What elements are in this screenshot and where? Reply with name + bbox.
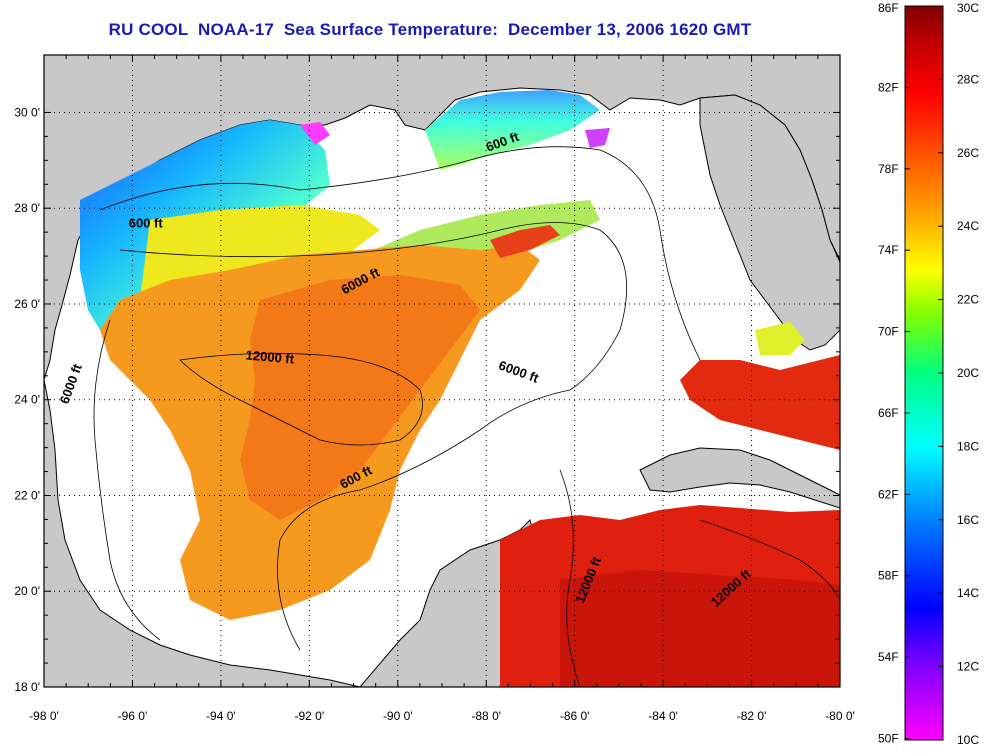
sst-data <box>80 90 840 687</box>
title-org: RU COOL <box>108 20 189 39</box>
latitude-label: 22 0' <box>14 488 40 502</box>
title-satellite: NOAA-17 <box>198 20 275 39</box>
sst-cool-shelf-east <box>425 90 600 170</box>
land-mexico <box>44 379 361 687</box>
colorbar-celsius-label: 12C <box>957 660 979 674</box>
contour-carib <box>559 469 581 687</box>
colorbar: 86F 82F 78F 74F 70F 66F 62F 58F 54F 50F 30C 28C 26C… <box>878 1 979 747</box>
colorbar-celsius-label: 28C <box>957 72 979 86</box>
contour-carib-2 <box>699 519 840 601</box>
latitude-label: 20 0' <box>14 584 40 598</box>
colorbar-fahrenheit-label: 54F <box>878 650 899 664</box>
colorbar-fahrenheit-label: 62F <box>878 487 899 501</box>
colorbar-fahrenheit-label: 50F <box>878 732 899 746</box>
colorbar-fahrenheit-label: 82F <box>878 80 899 94</box>
colorbar-celsius-label: 22C <box>957 293 979 307</box>
colorbar-celsius-label: 24C <box>957 219 979 233</box>
sst-straits <box>680 355 840 450</box>
colorbar-fahrenheit-label: 70F <box>878 325 899 339</box>
sst-caribbean-dark <box>560 570 840 687</box>
colorbar-fahrenheit-labels: 86F 82F 78F 74F 70F 66F 62F 58F 54F 50F <box>878 1 910 746</box>
land-cuba <box>639 447 840 509</box>
colorbar-celsius-label: 26C <box>957 146 979 160</box>
longitude-label: -86 0' <box>560 709 590 723</box>
colorbar-celsius-label: 10C <box>957 733 979 747</box>
colorbar-celsius-label: 18C <box>957 439 979 453</box>
latitude-label: 30 0' <box>14 105 40 119</box>
contour-600ft-north <box>99 146 701 361</box>
sst-magenta-spot <box>300 122 330 145</box>
colorbar-celsius-labels: 30C 28C 26C 24C 22C 20C 18C 16C 14C 12C 10C <box>938 1 979 747</box>
longitude-label: -82 0' <box>737 709 767 723</box>
sst-red-streak <box>490 225 560 258</box>
colorbar-celsius-label: 20C <box>957 366 979 380</box>
land-florida <box>699 94 840 351</box>
contour-label: 600 ft <box>129 215 164 230</box>
longitude-label: -98 0' <box>29 709 59 723</box>
grid <box>44 55 840 687</box>
sst-orange-red <box>240 275 480 520</box>
bathymetry-contours <box>93 146 840 687</box>
longitude-label: -88 0' <box>471 709 501 723</box>
contour-6000ft-west <box>93 319 161 641</box>
colorbar-bar <box>904 5 944 741</box>
sst-keys-yellow <box>755 322 805 355</box>
colorbar-fahrenheit-label: 58F <box>878 569 899 583</box>
latitude-label: 28 0' <box>14 201 40 215</box>
longitude-label: -84 0' <box>648 709 678 723</box>
longitude-label: -96 0' <box>118 709 148 723</box>
contour-6000ft <box>119 222 628 651</box>
title-datetime: December 13, 2006 1620 GMT <box>508 20 752 39</box>
longitude-label: -92 0' <box>295 709 325 723</box>
longitude-label: -90 0' <box>383 709 413 723</box>
longitude-label: -94 0' <box>206 709 236 723</box>
latitude-label: 26 0' <box>14 297 40 311</box>
latitude-label: 18 0' <box>14 680 40 694</box>
contour-label: 12000 ft <box>245 347 295 366</box>
contour-12000ft <box>179 352 423 446</box>
latitude-axis: 30 0' 28 0' 26 0' 24 0' 22 0' 20 0' 18 0' <box>14 105 840 694</box>
colorbar-fahrenheit-label: 78F <box>878 162 899 176</box>
colorbar-celsius-label: 30C <box>957 1 979 15</box>
title-product: Sea Surface Temperature: <box>283 20 499 39</box>
colorbar-fahrenheit-label: 66F <box>878 406 899 420</box>
map-title: RU COOL NOAA-17 Sea Surface Temperature:… <box>0 20 860 40</box>
sst-magenta-spot-2 <box>585 128 610 148</box>
colorbar-celsius-label: 16C <box>957 513 979 527</box>
colorbar-celsius-label: 14C <box>957 586 979 600</box>
longitude-axis: -98 0' -96 0' -94 0' -92 0' -90 0' -88 0' -86 … <box>29 55 855 723</box>
colorbar-fahrenheit-label: 74F <box>878 243 899 257</box>
longitude-label: -80 0' <box>825 709 855 723</box>
colorbar-fahrenheit-label: 86F <box>878 1 899 15</box>
latitude-label: 24 0' <box>14 393 40 407</box>
